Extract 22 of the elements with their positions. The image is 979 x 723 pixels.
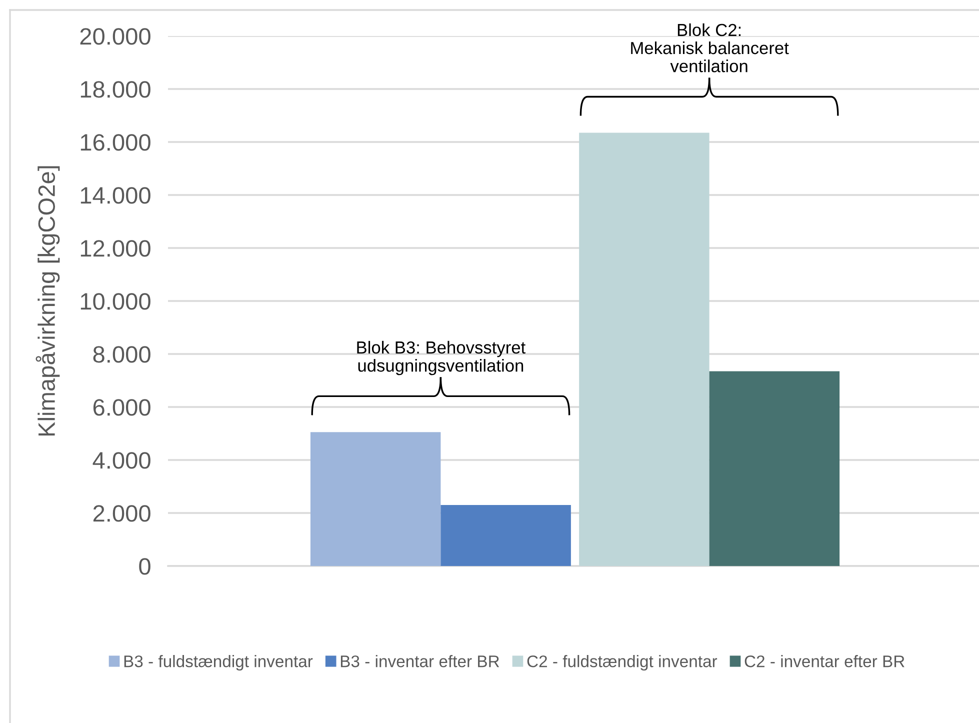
y-tick-label: 18.000 — [80, 81, 150, 98]
legend-label: B3 - inventar efter BR — [340, 655, 500, 668]
legend-label: C2 - fuldstændigt inventar — [527, 655, 718, 671]
annotation: Blok C2: Mekanisk balanceret ventilation — [631, 23, 789, 72]
bar — [440, 505, 571, 566]
y-axis-title: Klimapåvirkning [kgCO2e] — [36, 166, 60, 436]
y-tick-label: 10.000 — [80, 293, 150, 310]
bar — [709, 371, 840, 566]
bar — [310, 432, 441, 566]
y-tick-label: 0 — [139, 558, 150, 575]
bar — [579, 132, 710, 566]
legend-label: B3 - fuldstændigt inventar — [124, 655, 313, 671]
y-tick-label: 4.000 — [92, 452, 150, 469]
y-tick-label: 20.000 — [80, 28, 150, 45]
annotation: Blok B3: Behovsstyret udsugningsventilation — [357, 340, 526, 376]
y-tick-label: 16.000 — [80, 134, 150, 151]
y-tick-label: 14.000 — [80, 187, 150, 204]
y-tick-label: 2.000 — [93, 505, 150, 522]
legend-label: C2 - inventar efter BR — [744, 655, 904, 668]
y-tick-label: 8.000 — [93, 346, 150, 363]
y-tick-label: 12.000 — [80, 240, 150, 257]
y-tick-label: 6.000 — [93, 399, 150, 416]
